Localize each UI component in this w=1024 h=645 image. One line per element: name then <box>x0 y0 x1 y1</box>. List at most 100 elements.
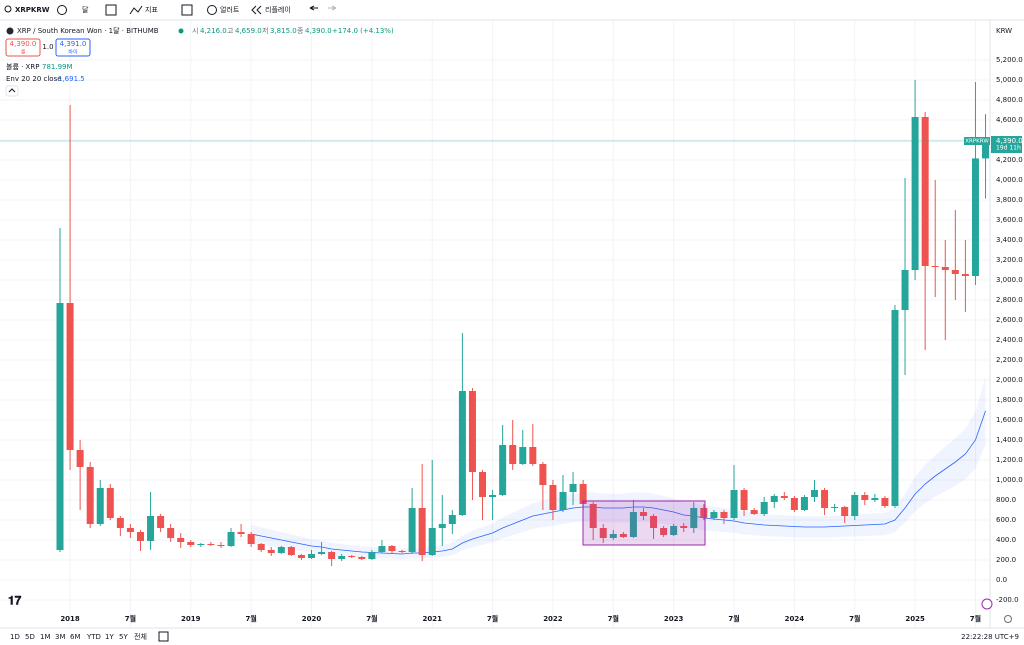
buy-label: 바이 <box>68 49 77 56</box>
redo-icon[interactable] <box>328 5 337 11</box>
ohlc-key: 시 <box>192 27 198 35</box>
x-tick-label: 7월 <box>608 614 619 623</box>
candle-body <box>790 498 798 510</box>
ohlc-value: 4,390.0 <box>305 27 332 35</box>
alert-icon[interactable] <box>207 5 217 15</box>
y-tick-label: 1,400.0 <box>996 436 1023 444</box>
candle-body <box>448 515 456 524</box>
clock: 22:22:28 UTC+9 <box>961 633 1019 641</box>
candle-body <box>921 117 929 266</box>
y-tick-label: 5,000.0 <box>996 76 1023 84</box>
candle-body <box>811 490 818 497</box>
candle-body <box>851 495 859 516</box>
candle-body <box>639 512 647 516</box>
highlight-box <box>582 500 706 546</box>
undo-icon[interactable] <box>309 5 318 11</box>
candle-body <box>136 532 144 541</box>
candle-body <box>348 556 356 557</box>
candle-body <box>821 490 829 508</box>
candle-body <box>901 270 909 310</box>
candle-body <box>398 551 406 552</box>
candle-body <box>106 488 114 518</box>
candle-body <box>408 508 416 552</box>
candle-body <box>961 274 969 276</box>
candle-body <box>941 267 949 270</box>
sell-button[interactable] <box>5 38 41 57</box>
candle-body <box>468 391 476 472</box>
alerts[interactable]: 얼러트 <box>220 5 240 14</box>
buy-button[interactable] <box>55 38 91 57</box>
search-icon[interactable] <box>4 5 12 13</box>
ohlc-change: +174.0 (+4.13%) <box>332 27 394 35</box>
date-range-icon[interactable] <box>158 631 169 642</box>
candle-body <box>800 497 808 510</box>
x-tick-label: 7월 <box>849 614 860 623</box>
range-button[interactable]: 1Y <box>105 633 114 641</box>
collapse-button[interactable] <box>5 85 19 97</box>
candle-body <box>438 524 446 528</box>
range-button[interactable]: 5D <box>25 633 35 641</box>
candle-body <box>619 534 627 537</box>
candle-body <box>760 502 768 514</box>
spread: 1.0 <box>42 43 53 51</box>
candle-body <box>157 516 165 528</box>
candle-body <box>680 526 688 528</box>
envelope-legend: Env 20 20 close <box>6 75 62 83</box>
layout-icon[interactable] <box>181 4 193 16</box>
flash-icon[interactable] <box>981 598 993 610</box>
range-button[interactable]: 3M <box>55 633 66 641</box>
compare-icon[interactable] <box>57 5 67 15</box>
ohlc-legend: 시 4,216.0 고 4,659.0 저 3,815.0 종 4,390.0 +174.0 (… <box>192 26 394 35</box>
candle-body <box>499 445 507 495</box>
x-tick-label: 2021 <box>422 615 442 623</box>
candle-body <box>931 266 939 267</box>
y-tick-label: 600.0 <box>996 516 1016 524</box>
y-tick-label: 2,800.0 <box>996 296 1023 304</box>
candle-body <box>328 552 336 559</box>
indicator-icon[interactable] <box>129 5 143 15</box>
range-button[interactable]: 1D <box>10 633 20 641</box>
candle-body <box>96 488 104 524</box>
interval[interactable]: 달 <box>82 6 89 14</box>
range-button[interactable]: 1M <box>40 633 51 641</box>
candle-body <box>670 526 678 535</box>
candle-body <box>247 534 255 544</box>
y-tick-label: 1,200.0 <box>996 456 1023 464</box>
range-button[interactable]: 6M <box>70 633 81 641</box>
y-tick-label: 800.0 <box>996 496 1016 504</box>
status-dot <box>178 28 184 34</box>
replay-icon[interactable] <box>251 5 262 15</box>
chart-type-icon[interactable] <box>105 4 117 16</box>
symbol[interactable]: XRPKRW <box>15 6 50 14</box>
collapse-icon <box>8 88 16 93</box>
candle-body <box>780 496 788 498</box>
candle-body <box>660 528 668 535</box>
candle-body <box>650 516 658 528</box>
range-button[interactable]: 전체 <box>134 632 147 641</box>
replay[interactable]: 리플레이 <box>265 5 291 14</box>
x-tick-label: 7월 <box>366 614 377 623</box>
ohlc-key: 고 <box>227 27 234 35</box>
candle-body <box>971 158 979 276</box>
candle-body <box>539 464 547 485</box>
candle-body <box>287 547 295 555</box>
candle-body <box>187 542 195 545</box>
settings-icon[interactable] <box>1004 615 1012 623</box>
range-button[interactable]: 5Y <box>119 633 128 641</box>
y-tick-label: 4,000.0 <box>996 176 1023 184</box>
price-tag-label: 4,390.0 <box>996 137 1023 145</box>
candle-body <box>529 447 537 464</box>
candle-body <box>267 550 275 553</box>
candle-body <box>318 552 326 554</box>
indicators[interactable]: 지표 <box>145 5 158 14</box>
range-button[interactable]: YTD <box>86 633 101 641</box>
price-tag <box>991 136 1022 153</box>
candle-body <box>609 534 617 538</box>
candle-body <box>479 472 487 497</box>
candle-body <box>418 508 426 555</box>
ohlc-value: 4,216.0 <box>200 27 227 35</box>
y-tick-label: 400.0 <box>996 536 1016 544</box>
candle-body <box>720 512 728 518</box>
y-tick-label: 3,200.0 <box>996 256 1023 264</box>
